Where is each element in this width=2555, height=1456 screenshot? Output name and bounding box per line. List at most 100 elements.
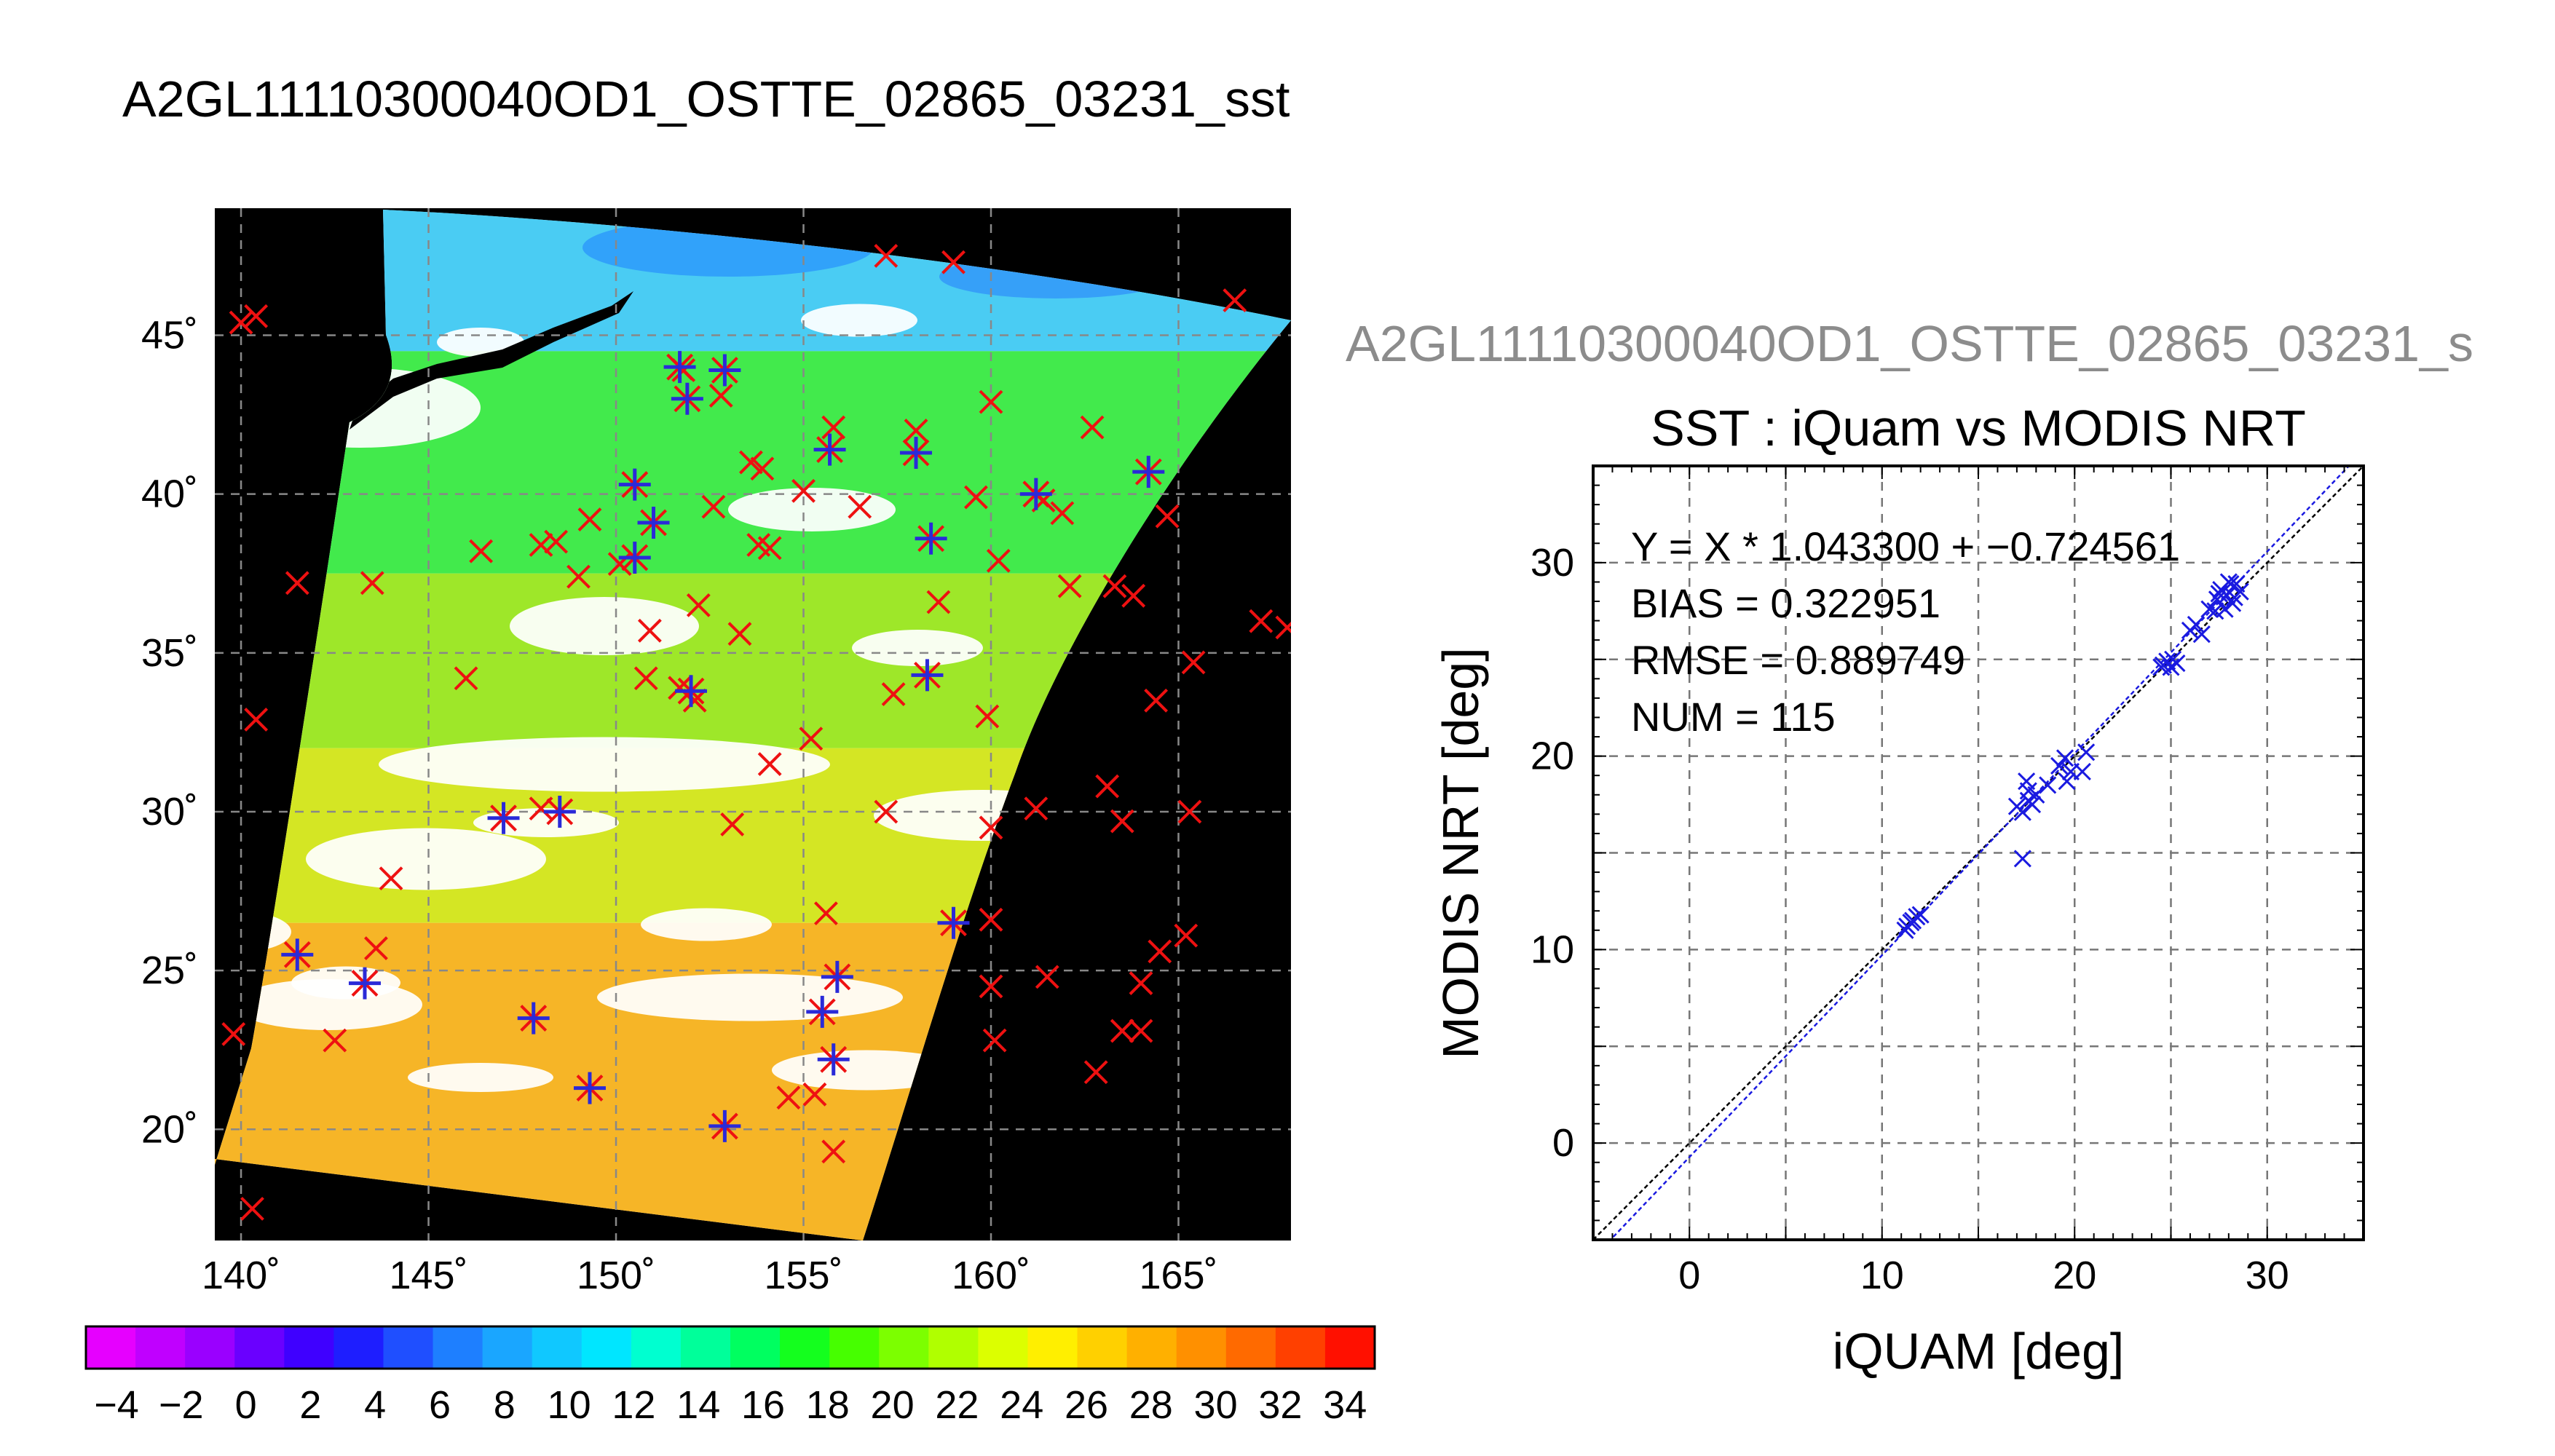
red-x-marker [1083,1060,1108,1085]
scatter-point [2210,585,2228,603]
cloud-patch-19 [473,808,619,837]
red-x-marker [285,571,309,596]
scatter-point [2019,791,2037,810]
colorbar-cell [1176,1326,1227,1369]
red-x-marker [986,548,1011,573]
red-x-marker [979,815,1003,840]
red-x-stroke [979,815,1003,840]
colorbar-tick-label: 0 [235,1383,257,1427]
red-x-marker [633,666,658,691]
red-x-marker [904,419,928,443]
scatter-point [2154,656,2172,674]
red-x-stroke [454,666,478,691]
scatter-point [2192,625,2211,644]
scatter-point-stroke [2219,573,2238,591]
red-x-stroke [529,533,553,557]
red-x-marker [874,244,899,268]
red-x-marker [814,901,838,926]
red-x-marker [1249,609,1273,633]
red-x-marker [757,752,782,776]
red-x-marker [379,866,403,891]
cloud-patch-1 [728,488,896,531]
red-x-stroke [1080,415,1105,440]
colorbar-tick-label: 16 [741,1383,785,1427]
red-x-stroke [1095,774,1120,799]
colorbar-tick-label: 20 [871,1383,915,1427]
colorbar-tick-label: 26 [1065,1383,1108,1427]
scatter-point-stroke [2056,749,2074,767]
colorbar-tick-label: 22 [935,1383,979,1427]
scatter-x-tick-label: 20 [2053,1254,2096,1297]
red-x-marker [1177,799,1202,824]
star-marker [675,675,708,708]
cloud-patch-2 [510,597,699,655]
red-x-marker [1155,504,1180,529]
red-x-stroke [1275,621,1291,640]
coastline [350,291,633,430]
star-marker [487,802,520,834]
star-marker [813,433,846,466]
red-x-marker [964,485,988,510]
scatter-x-label: iQUAM [deg] [1833,1323,2125,1380]
red-x-marker [1144,688,1169,713]
red-x-stroke [727,622,752,646]
red-x-stroke [1110,1018,1134,1043]
red-x-stroke [1177,799,1202,824]
red-x-marker [1080,415,1105,440]
red-x-stroke [802,1082,827,1107]
scatter-point [2224,594,2242,612]
scatter-points [1896,573,2249,939]
red-x-marker [821,1139,846,1164]
star-marker [281,938,314,971]
scatter-point [2073,762,2091,780]
red-x-stroke [240,1196,264,1221]
red-x-stroke [926,590,951,614]
red-x-stroke [360,571,384,596]
scatter-stats: Y = X * 1.043300 + −0.724561 BIAS = 0.322… [1631,523,2180,740]
red-x-stroke [904,419,928,443]
star-marker [911,659,944,692]
red-x-marker [244,304,269,328]
red-x-stroke [1057,574,1082,598]
red-x-stroke [757,752,782,776]
red-x-marker [739,450,763,475]
red-x-marker [360,571,384,596]
colorbar-cell [1027,1326,1078,1369]
star-marker [517,1002,550,1034]
scatter-ticks: 0 0 10 10 20 20 30 30 [1531,465,2364,1297]
colorbar-tick-label: 2 [299,1383,321,1427]
colorbar-tick-label: 6 [429,1383,451,1427]
red-x-stroke [986,548,1011,573]
red-x-stroke [1102,574,1127,598]
red-x-stroke [244,708,269,732]
colorbar-cell [1126,1326,1177,1369]
red-x-marker [1223,288,1247,312]
colorbar-tick-label: 18 [806,1383,850,1427]
scatter-y-label: MODIS NRT [deg] [1432,647,1489,1059]
scatter-point-stroke [2218,586,2236,605]
scatter-point [2058,772,2076,791]
scatter-point [2050,756,2069,775]
red-x-stroke [633,666,658,691]
scatter-x-tick-label: 10 [1860,1254,1904,1297]
main-title: A2GL11110300040OD1_OSTTE_02865_03231_sst [122,71,1290,127]
lon-tick-label: 155˚ [764,1254,842,1297]
scatter-point [2056,749,2074,767]
red-x-marker [1110,1018,1134,1043]
red-x-stroke [746,533,771,557]
red-x-stroke [881,682,906,706]
red-x-stroke [544,529,569,554]
red-x-marker [566,564,591,589]
colorbar-tick-label: −4 [94,1383,139,1427]
red-x-stroke [979,974,1003,999]
red-x-marker [1129,1018,1153,1043]
red-x-marker [802,1082,827,1107]
colorbar-cell [135,1326,186,1369]
red-x-stroke [323,1028,347,1053]
scatter-y-tick-label: 20 [1531,735,1574,778]
cloud-patch-10 [597,973,903,1021]
scatter-point-stroke [2200,600,2219,618]
scatter-point-stroke [1896,921,1914,939]
red-x-stroke [701,494,726,519]
red-x-marker [979,389,1003,414]
